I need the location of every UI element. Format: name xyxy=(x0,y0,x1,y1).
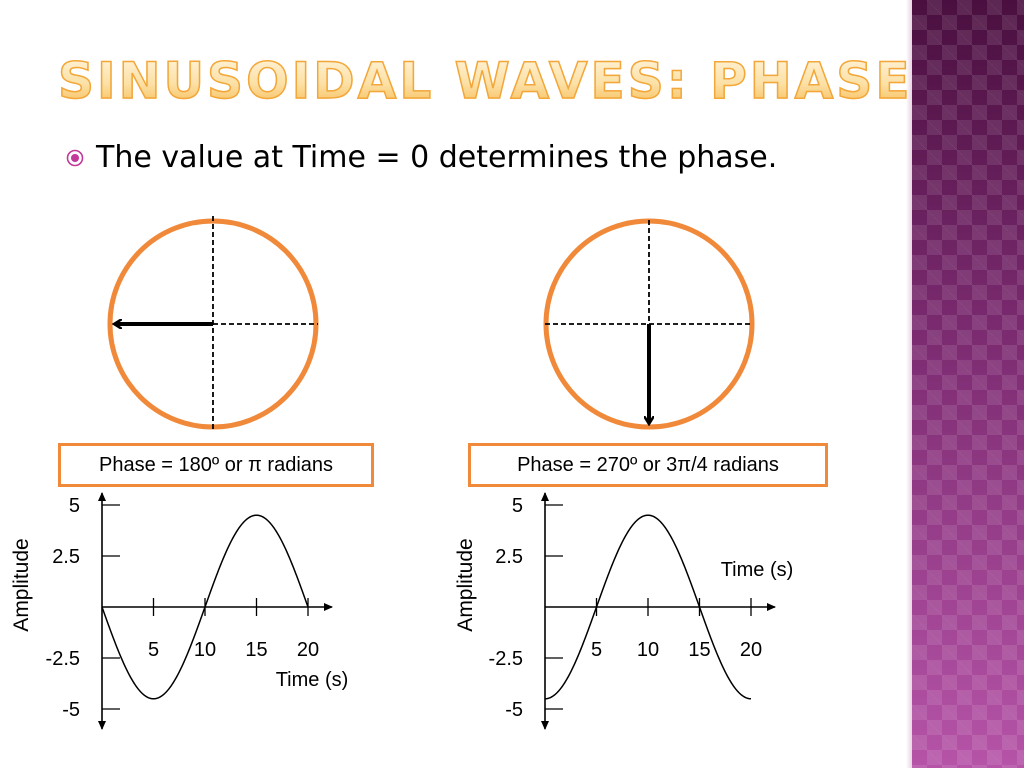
sine-chart-right: 5 2.5 -2.5 -5 5 10 15 20 Time (s) Amplitude xyxy=(454,492,794,730)
y-tick-label: -5 xyxy=(62,699,80,721)
y-tick-label: -2.5 xyxy=(46,648,80,670)
sine-chart-left: 5 2.5 -2.5 -5 5 10 15 20 Time (s) Amplitude xyxy=(10,492,349,730)
x-axis-arrow xyxy=(324,603,333,611)
decorative-sidebar xyxy=(912,0,1024,768)
phase-label-right: Phase = 270º or 3π/4 radians xyxy=(468,443,828,487)
x-tick-label: 15 xyxy=(688,639,710,661)
bullet-point: The value at Time = 0 determines the pha… xyxy=(66,140,777,175)
phase-label-left: Phase = 180º or π radians xyxy=(58,443,374,487)
x-axis-label: Time (s) xyxy=(721,559,794,581)
y-tick-label: 5 xyxy=(69,495,80,517)
sidebar-edge xyxy=(906,0,912,768)
y-tick-label: 5 xyxy=(512,495,523,517)
x-tick-label: 20 xyxy=(297,639,319,661)
slide-title: Sinusoidal Waves: Phase xyxy=(57,51,913,111)
phasor-circle-left xyxy=(107,216,319,430)
sine-curve xyxy=(544,514,752,700)
x-tick-label: 5 xyxy=(148,639,159,661)
sine-curve xyxy=(101,514,309,700)
phasor-diagrams xyxy=(107,216,755,430)
y-axis-label: Amplitude xyxy=(454,538,477,631)
y-tick-label: -5 xyxy=(505,699,523,721)
x-axis-label: Time (s) xyxy=(276,669,349,691)
y-axis-label: Amplitude xyxy=(10,538,33,631)
y-axis-arrow-down xyxy=(98,721,106,730)
y-tick-label: 2.5 xyxy=(495,546,523,568)
y-tick-label: -2.5 xyxy=(489,648,523,670)
y-axis-arrow-up xyxy=(541,492,549,501)
x-tick-label: 20 xyxy=(740,639,762,661)
circle-dot-icon xyxy=(66,149,84,166)
x-tick-label: 10 xyxy=(637,639,659,661)
x-tick-label: 15 xyxy=(245,639,267,661)
y-axis-arrow-down xyxy=(541,721,549,730)
y-tick-label: 2.5 xyxy=(52,546,80,568)
x-tick-label: 10 xyxy=(194,639,216,661)
bullet-text: The value at Time = 0 determines the pha… xyxy=(96,140,778,175)
x-axis-arrow xyxy=(767,603,776,611)
phasor-circle-right xyxy=(543,218,755,430)
x-tick-label: 5 xyxy=(591,639,602,661)
y-axis-arrow-up xyxy=(98,492,106,501)
